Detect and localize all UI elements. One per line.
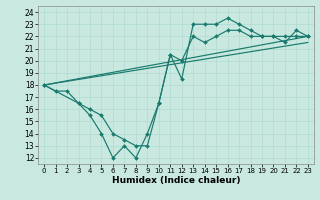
X-axis label: Humidex (Indice chaleur): Humidex (Indice chaleur) <box>112 176 240 185</box>
